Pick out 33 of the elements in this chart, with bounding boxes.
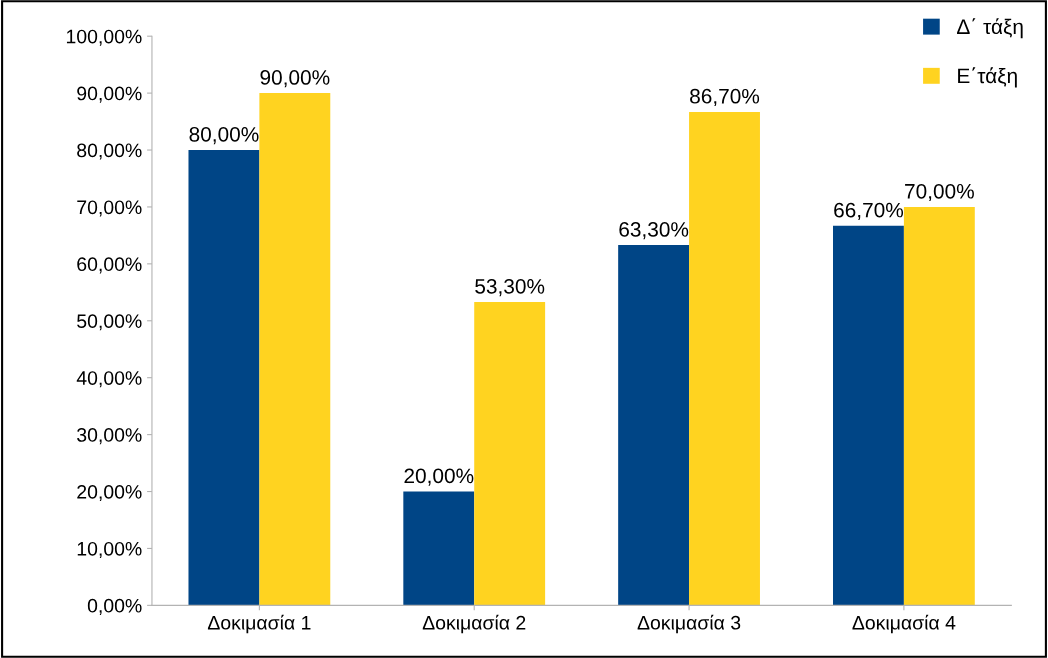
data-label: 63,30% (619, 222, 689, 240)
legend-label: Ε΄τάξη (958, 67, 1017, 88)
bar (259, 93, 331, 606)
y-tick-label: 100,00% (66, 29, 142, 46)
data-label: 20,00% (404, 468, 474, 486)
y-tick-label: 40,00% (76, 371, 142, 388)
x-tick-label: Δοκιμασία 2 (422, 614, 526, 634)
legend-label: Δ΄ τάξη (957, 18, 1023, 39)
bar (474, 301, 546, 606)
y-tick-label: 90,00% (77, 86, 142, 103)
y-tick-label: 20,00% (77, 484, 142, 502)
bar (903, 206, 975, 606)
data-label: 86,70% (690, 88, 760, 107)
x-tick-label: Δοκιμασία 4 (852, 614, 956, 634)
bar (618, 245, 690, 606)
y-tick-label: 0,00% (87, 598, 142, 615)
x-tick-label: Δοκιμασία 3 (637, 614, 741, 634)
data-label: 70,00% (905, 183, 974, 202)
data-label: 66,70% (834, 202, 904, 220)
y-tick-label: 70,00% (77, 200, 142, 217)
bar (188, 150, 260, 606)
y-tick-label: 80,00% (77, 143, 142, 160)
data-label: 90,00% (260, 70, 330, 88)
x-tick-label: Δοκιμασία 1 (207, 614, 311, 634)
data-label: 80,00% (189, 126, 259, 145)
y-tick-label: 60,00% (77, 257, 142, 274)
y-tick-label: 50,00% (77, 314, 142, 331)
y-tick-label: 30,00% (77, 428, 142, 445)
bar (833, 225, 904, 606)
data-label: 53,30% (475, 278, 545, 297)
bar (689, 111, 760, 606)
y-tick-label: 10,00% (77, 541, 142, 558)
bar (403, 491, 475, 606)
